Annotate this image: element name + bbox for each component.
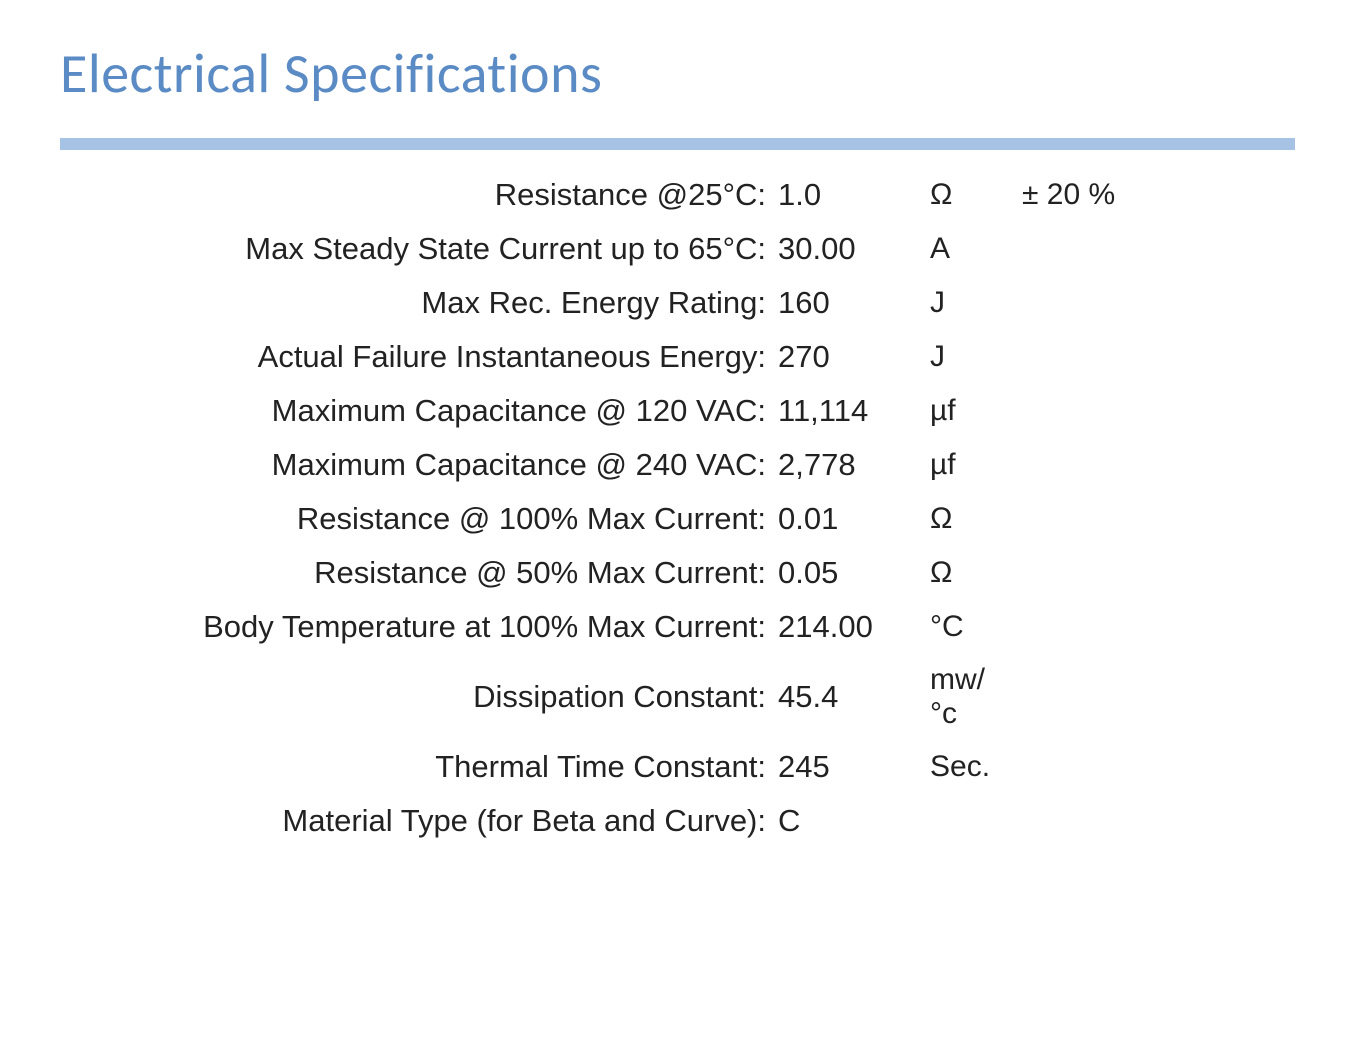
spec-label: Resistance @ 100% Max Current: (60, 492, 772, 546)
spec-value: 2,778 (772, 438, 924, 492)
spec-page: Electrical Specifications Resistance @25… (0, 0, 1355, 848)
spec-unit: Ω (924, 546, 1016, 600)
spec-extra (1016, 740, 1295, 794)
spec-unit: µf (924, 384, 1016, 438)
spec-label: Resistance @25°C: (60, 168, 772, 222)
spec-label: Maximum Capacitance @ 120 VAC: (60, 384, 772, 438)
spec-value: C (772, 794, 924, 848)
spec-label: Actual Failure Instantaneous Energy: (60, 330, 772, 384)
table-row: Resistance @ 50% Max Current: 0.05 Ω (60, 546, 1295, 600)
spec-label: Thermal Time Constant: (60, 740, 772, 794)
spec-value: 11,114 (772, 384, 924, 438)
table-row: Dissipation Constant: 45.4 mw/°c (60, 654, 1295, 740)
spec-unit: Ω (924, 492, 1016, 546)
table-row: Thermal Time Constant: 245 Sec. (60, 740, 1295, 794)
spec-unit: °C (924, 600, 1016, 654)
spec-extra (1016, 794, 1295, 848)
spec-extra (1016, 546, 1295, 600)
spec-extra (1016, 384, 1295, 438)
spec-extra (1016, 492, 1295, 546)
spec-label: Resistance @ 50% Max Current: (60, 546, 772, 600)
table-row: Maximum Capacitance @ 120 VAC: 11,114 µf (60, 384, 1295, 438)
spec-extra (1016, 330, 1295, 384)
spec-unit: A (924, 222, 1016, 276)
spec-unit: Sec. (924, 740, 1016, 794)
spec-value: 1.0 (772, 168, 924, 222)
table-row: Max Rec. Energy Rating: 160 J (60, 276, 1295, 330)
table-row: Maximum Capacitance @ 240 VAC: 2,778 µf (60, 438, 1295, 492)
spec-label: Body Temperature at 100% Max Current: (60, 600, 772, 654)
spec-value: 270 (772, 330, 924, 384)
spec-unit: Ω (924, 168, 1016, 222)
spec-table: Resistance @25°C: 1.0 Ω ± 20 % Max Stead… (60, 168, 1295, 848)
spec-unit: J (924, 330, 1016, 384)
table-row: Actual Failure Instantaneous Energy: 270… (60, 330, 1295, 384)
spec-value: 45.4 (772, 654, 924, 740)
spec-value: 214.00 (772, 600, 924, 654)
spec-label: Dissipation Constant: (60, 654, 772, 740)
spec-value: 0.05 (772, 546, 924, 600)
spec-extra (1016, 600, 1295, 654)
spec-extra (1016, 222, 1295, 276)
table-row: Max Steady State Current up to 65°C: 30.… (60, 222, 1295, 276)
spec-value: 30.00 (772, 222, 924, 276)
table-row: Material Type (for Beta and Curve): C (60, 794, 1295, 848)
spec-table-body: Resistance @25°C: 1.0 Ω ± 20 % Max Stead… (60, 168, 1295, 848)
spec-unit: J (924, 276, 1016, 330)
spec-extra (1016, 654, 1295, 740)
horizontal-rule (60, 138, 1295, 150)
page-title: Electrical Specifications (60, 40, 1295, 108)
spec-unit (924, 794, 1016, 848)
spec-label: Max Steady State Current up to 65°C: (60, 222, 772, 276)
table-row: Body Temperature at 100% Max Current: 21… (60, 600, 1295, 654)
spec-extra (1016, 276, 1295, 330)
table-row: Resistance @25°C: 1.0 Ω ± 20 % (60, 168, 1295, 222)
spec-unit: µf (924, 438, 1016, 492)
spec-unit: mw/°c (924, 654, 1016, 740)
spec-value: 0.01 (772, 492, 924, 546)
spec-extra (1016, 438, 1295, 492)
spec-extra: ± 20 % (1016, 168, 1295, 222)
spec-label: Material Type (for Beta and Curve): (60, 794, 772, 848)
spec-value: 245 (772, 740, 924, 794)
spec-value: 160 (772, 276, 924, 330)
table-row: Resistance @ 100% Max Current: 0.01 Ω (60, 492, 1295, 546)
spec-label: Maximum Capacitance @ 240 VAC: (60, 438, 772, 492)
spec-label: Max Rec. Energy Rating: (60, 276, 772, 330)
